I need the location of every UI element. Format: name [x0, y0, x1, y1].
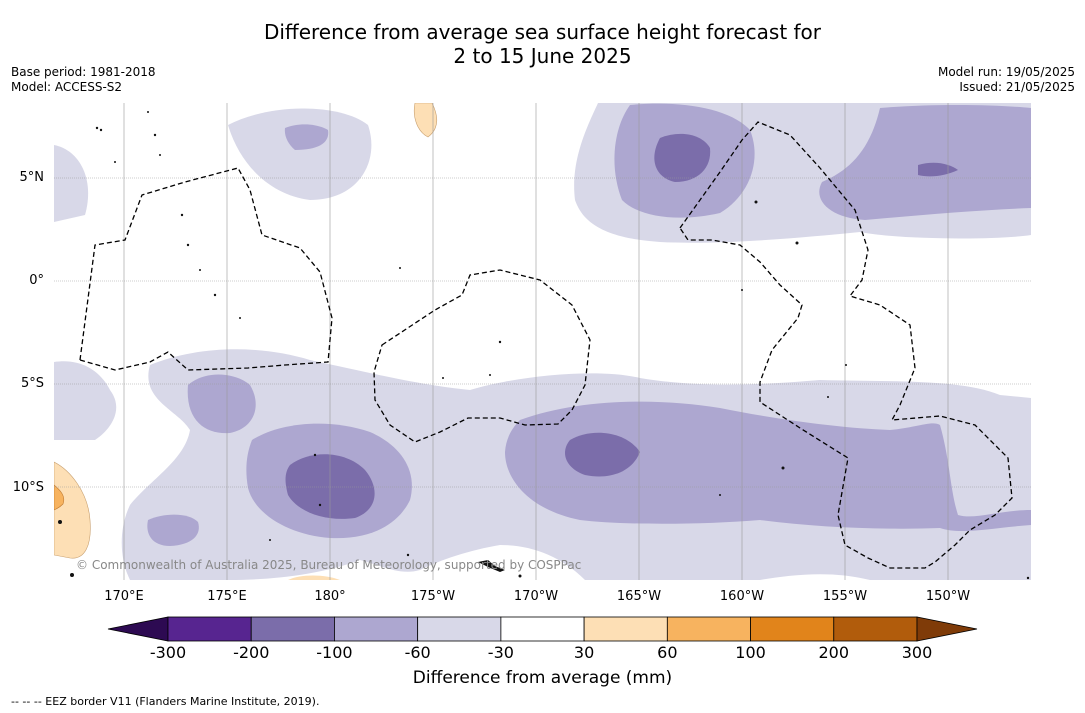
lat-label: 0°	[29, 273, 44, 288]
island	[186, 243, 190, 247]
lon-label: 175°E	[207, 589, 247, 604]
lon-label: 165°W	[616, 589, 662, 604]
island	[781, 466, 785, 470]
colorbar-tick-label: 200	[818, 643, 850, 662]
island	[518, 574, 522, 578]
title-line-2: 2 to 15 June 2025	[453, 44, 632, 68]
lon-label: 180°	[314, 589, 346, 604]
colorbar-tick-label: -200	[233, 643, 270, 662]
lon-label: 155°W	[822, 589, 868, 604]
island	[719, 494, 721, 496]
lat-label: 5°S	[20, 376, 44, 391]
eez-border-line	[79, 167, 333, 371]
anomaly-orange	[54, 103, 438, 580]
island	[498, 340, 502, 344]
island	[406, 553, 410, 557]
colorbar-tick-label: -300	[149, 643, 187, 662]
run-info: Model run: 19/05/2025 Issued: 21/05/2025	[938, 65, 1075, 95]
contour-region	[505, 401, 1031, 532]
contour-region	[284, 124, 329, 150]
eez-borders	[79, 121, 1013, 569]
issued-date: Issued: 21/05/2025	[959, 80, 1075, 94]
lon-label: 160°W	[719, 589, 765, 604]
island	[489, 374, 491, 376]
lon-label: 175°W	[410, 589, 456, 604]
lon-label: 170°E	[104, 589, 144, 604]
lat-label: 5°N	[19, 170, 45, 185]
colorbar-tick-label: -30	[487, 643, 514, 662]
contour-region	[187, 374, 256, 434]
island	[318, 503, 322, 507]
colorbar-tick-label: -100	[316, 643, 353, 662]
contour-region	[54, 145, 89, 222]
contour-region	[147, 514, 199, 546]
contour-region	[54, 461, 91, 559]
colorbar-title: Difference from average (mm)	[412, 668, 673, 688]
map-title: Difference from average sea surface heig…	[0, 20, 1085, 68]
colorbar-tick-label: 30	[573, 643, 595, 662]
island	[114, 161, 116, 163]
island	[845, 364, 847, 366]
island	[795, 241, 799, 245]
map-panel	[54, 103, 1031, 580]
colorbar-tick-label: -60	[404, 643, 431, 662]
island	[159, 154, 161, 156]
anomaly-medium-purple	[147, 103, 1031, 546]
island	[213, 293, 217, 297]
contour-region	[54, 361, 117, 440]
base-info: Base period: 1981-2018 Model: ACCESS-S2	[11, 65, 156, 95]
island	[58, 520, 62, 524]
title-line-1: Difference from average sea surface heig…	[263, 20, 822, 44]
contour-region	[54, 484, 65, 511]
copyright-notice: © Commonwealth of Australia 2025, Bureau…	[76, 558, 582, 572]
island	[478, 560, 505, 572]
eez-legend-note: -- -- -- EEZ border V11 (Flanders Marine…	[11, 695, 320, 708]
contour-region	[654, 133, 711, 182]
eez-border-line	[679, 121, 1013, 569]
island	[827, 396, 829, 398]
contour-region	[288, 575, 340, 580]
contour-region	[565, 432, 640, 477]
colorbar-tick-label: 100	[735, 643, 766, 662]
colorbar-tick-label: 60	[657, 643, 678, 662]
island	[147, 111, 149, 113]
colorbar-tick-label: 300	[901, 643, 933, 662]
island	[70, 573, 74, 577]
island	[442, 377, 444, 379]
island	[95, 126, 99, 130]
base-period: Base period: 1981-2018	[11, 65, 156, 79]
island	[741, 289, 743, 291]
eez-border-line	[373, 269, 591, 443]
island	[99, 128, 103, 132]
graticule	[54, 103, 1031, 580]
island	[399, 267, 401, 269]
island	[754, 200, 758, 204]
contour-region	[228, 108, 372, 200]
island	[153, 133, 157, 137]
contour-region	[819, 104, 1031, 220]
model-run-date: Model run: 19/05/2025	[937, 65, 1075, 79]
island	[1026, 576, 1030, 580]
lat-label: 10°S	[12, 480, 44, 495]
lon-label: 170°W	[513, 589, 559, 604]
lon-label: 150°W	[925, 589, 971, 604]
islands	[58, 111, 1030, 580]
island	[180, 213, 184, 217]
contour-region	[413, 103, 438, 138]
island	[313, 453, 317, 457]
island	[239, 317, 241, 319]
island	[269, 539, 271, 541]
island	[199, 269, 201, 271]
model-name: Model: ACCESS-S2	[11, 80, 123, 94]
